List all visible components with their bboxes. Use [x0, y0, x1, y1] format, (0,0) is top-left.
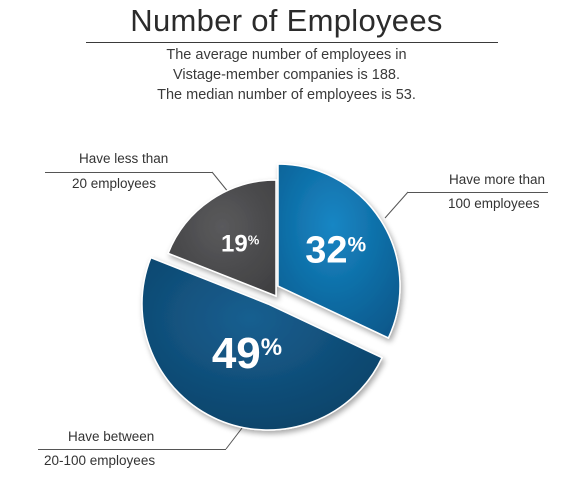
chart-title: Number of Employees — [130, 3, 443, 38]
callout-between-line2: 20-100 employees — [44, 453, 156, 468]
callout-more-than-100-rule — [408, 192, 548, 193]
callout-between-line1: Have between — [68, 429, 155, 444]
callout-less-than-20-line2: 20 employees — [72, 176, 157, 191]
callout-more-than-100-line2: 100 employees — [448, 196, 540, 211]
leader-line-less-than-20 — [211, 171, 230, 194]
value-label-more-than-100: 32% — [305, 230, 366, 272]
callout-less-than-20-line1: Have less than — [79, 151, 169, 166]
title-divider — [86, 42, 498, 43]
slice-between-20-100 — [141, 256, 384, 431]
subtitle-line-2: Vistage-member companies is 188. — [172, 67, 400, 83]
leader-line-more-than-100 — [384, 191, 409, 219]
callout-more-than-100-line1: Have more than — [449, 172, 546, 187]
value-label-between-20-100: 49% — [212, 329, 282, 378]
callout-between-rule — [38, 449, 226, 450]
callout-less-than-20-rule — [45, 172, 212, 173]
subtitle-line-1: The average number of employees in — [166, 47, 407, 63]
subtitle-line-3: The median number of employees is 53. — [157, 87, 416, 103]
pie-value-labels: 32% 49% 19% — [212, 230, 367, 378]
value-label-less-than-20: 19% — [221, 231, 260, 258]
slice-more-than-100 — [277, 163, 401, 339]
slice-less-than-20 — [167, 179, 277, 298]
pie-slices — [141, 163, 401, 431]
